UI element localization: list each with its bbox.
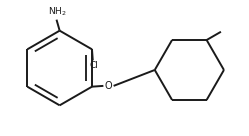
Text: Cl: Cl — [89, 61, 98, 70]
Text: O: O — [105, 81, 112, 91]
Text: NH$_2$: NH$_2$ — [48, 6, 67, 18]
